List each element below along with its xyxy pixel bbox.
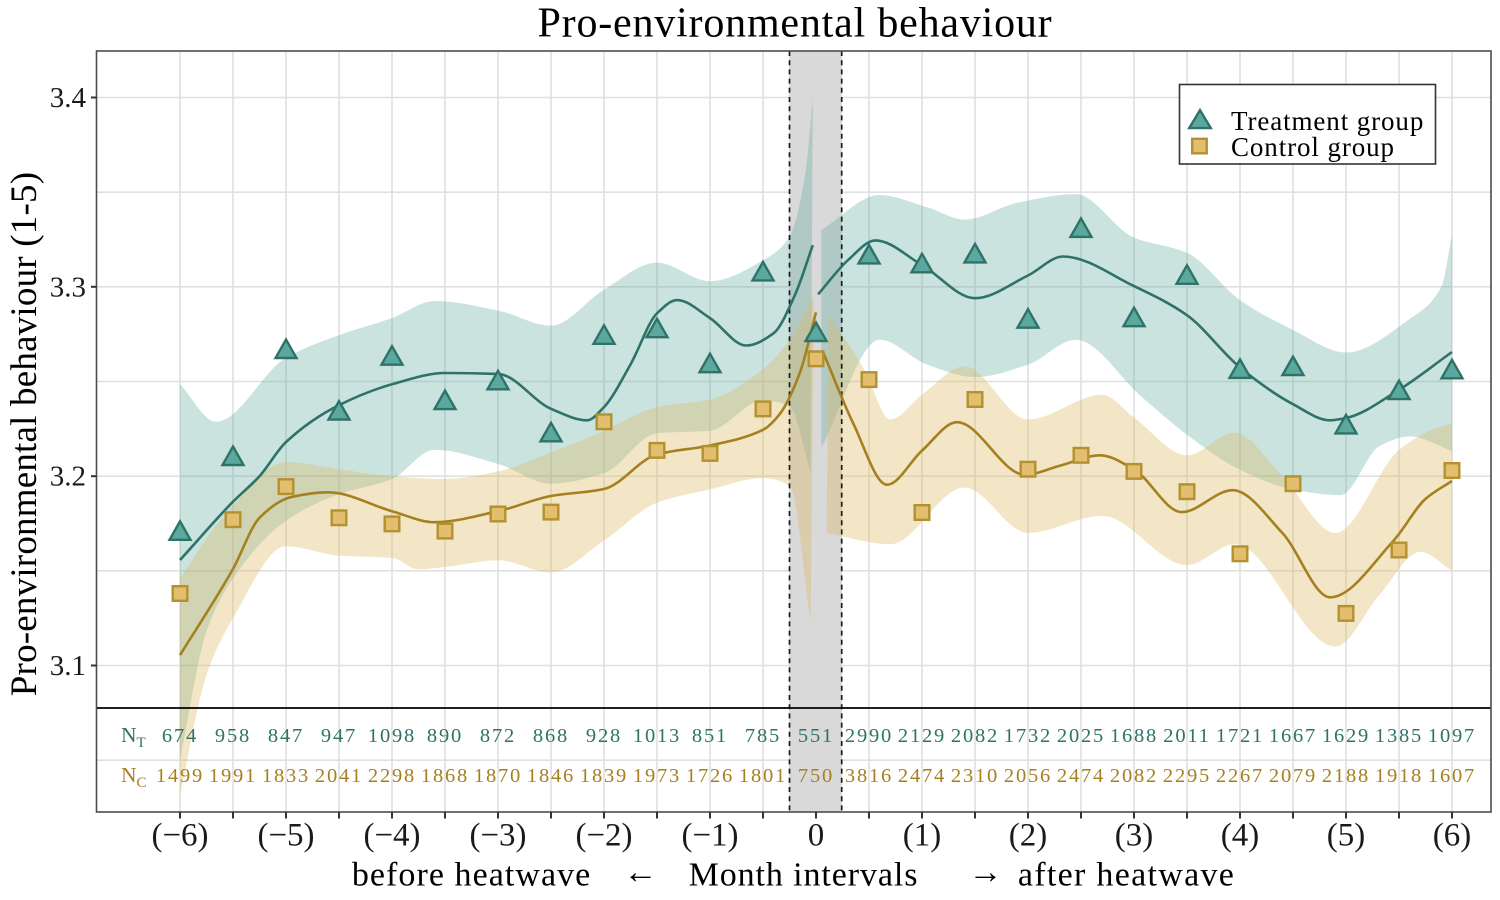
svg-text:2474: 2474	[898, 765, 946, 787]
svg-text:1732: 1732	[1004, 725, 1052, 747]
svg-text:after heatwave: after heatwave	[1018, 857, 1235, 894]
svg-text:928: 928	[586, 725, 622, 747]
svg-text:0: 0	[808, 818, 825, 854]
svg-text:1098: 1098	[368, 725, 416, 747]
svg-text:3816: 3816	[845, 765, 893, 787]
svg-text:2990: 2990	[845, 725, 893, 747]
svg-text:before heatwave: before heatwave	[352, 857, 591, 894]
svg-text:872: 872	[480, 725, 516, 747]
svg-text:851: 851	[692, 725, 728, 747]
svg-text:1726: 1726	[686, 765, 734, 787]
svg-text:1868: 1868	[421, 765, 469, 787]
svg-text:1721: 1721	[1216, 725, 1264, 747]
svg-text:1846: 1846	[527, 765, 575, 787]
svg-text:→: →	[969, 854, 1003, 891]
svg-text:2082: 2082	[951, 725, 999, 747]
svg-text:2474: 2474	[1057, 765, 1105, 787]
svg-text:(−1): (−1)	[681, 818, 738, 854]
svg-text:Control group: Control group	[1231, 132, 1395, 162]
svg-text:1973: 1973	[633, 765, 681, 787]
svg-text:1870: 1870	[474, 765, 522, 787]
svg-text:890: 890	[427, 725, 463, 747]
svg-text:868: 868	[533, 725, 569, 747]
svg-text:(4): (4)	[1221, 818, 1259, 854]
svg-text:1385: 1385	[1375, 725, 1423, 747]
svg-text:←: ←	[624, 854, 658, 891]
svg-text:(3): (3)	[1115, 818, 1153, 854]
svg-text:2295: 2295	[1163, 765, 1211, 787]
svg-text:1688: 1688	[1110, 725, 1158, 747]
svg-text:2188: 2188	[1322, 765, 1370, 787]
svg-text:Month intervals: Month intervals	[689, 857, 919, 894]
svg-text:(1): (1)	[903, 818, 941, 854]
svg-text:1667: 1667	[1269, 725, 1317, 747]
svg-text:3.1: 3.1	[50, 650, 86, 682]
svg-text:(6): (6)	[1433, 818, 1471, 854]
svg-text:2079: 2079	[1269, 765, 1317, 787]
svg-text:(−5): (−5)	[257, 818, 314, 854]
svg-text:Treatment group: Treatment group	[1231, 106, 1424, 136]
svg-text:847: 847	[268, 725, 304, 747]
svg-text:2310: 2310	[951, 765, 999, 787]
svg-text:958: 958	[215, 725, 251, 747]
svg-text:551: 551	[798, 725, 834, 747]
svg-text:1833: 1833	[262, 765, 310, 787]
svg-text:2298: 2298	[368, 765, 416, 787]
svg-text:1097: 1097	[1428, 725, 1476, 747]
svg-text:1801: 1801	[739, 765, 787, 787]
svg-text:1991: 1991	[209, 765, 257, 787]
svg-text:2129: 2129	[898, 725, 946, 747]
svg-text:(−3): (−3)	[469, 818, 526, 854]
svg-text:3.2: 3.2	[50, 461, 86, 493]
svg-text:1839: 1839	[580, 765, 628, 787]
svg-text:2056: 2056	[1004, 765, 1052, 787]
svg-text:947: 947	[321, 725, 357, 747]
svg-text:2025: 2025	[1057, 725, 1105, 747]
svg-text:1918: 1918	[1375, 765, 1423, 787]
svg-text:2267: 2267	[1216, 765, 1264, 787]
svg-text:(5): (5)	[1327, 818, 1365, 854]
svg-text:785: 785	[745, 725, 781, 747]
svg-text:674: 674	[162, 725, 198, 747]
svg-text:1013: 1013	[633, 725, 681, 747]
svg-text:2041: 2041	[315, 765, 363, 787]
svg-text:750: 750	[798, 765, 834, 787]
svg-text:1629: 1629	[1322, 725, 1370, 747]
svg-text:3.3: 3.3	[50, 271, 86, 303]
svg-text:(−2): (−2)	[575, 818, 632, 854]
svg-text:2082: 2082	[1110, 765, 1158, 787]
svg-text:1607: 1607	[1428, 765, 1476, 787]
svg-text:Pro-environmental behaviour (1: Pro-environmental behaviour (1-5)	[4, 172, 45, 696]
svg-text:(−4): (−4)	[363, 818, 420, 854]
svg-text:3.4: 3.4	[50, 82, 87, 114]
svg-text:1499: 1499	[156, 765, 204, 787]
svg-text:2011: 2011	[1163, 725, 1210, 747]
svg-text:(2): (2)	[1009, 818, 1047, 854]
svg-text:Pro-environmental behaviour: Pro-environmental behaviour	[538, 1, 1053, 47]
svg-text:(−6): (−6)	[151, 818, 208, 854]
